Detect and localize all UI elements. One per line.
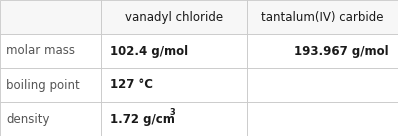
Bar — [247, 102, 398, 136]
Bar — [0, 68, 101, 102]
Bar — [0, 102, 101, 136]
Bar — [0, 0, 101, 34]
Text: boiling point: boiling point — [6, 78, 80, 92]
Bar — [101, 102, 247, 136]
Bar — [101, 34, 247, 68]
Text: 193.967 g/mol: 193.967 g/mol — [294, 44, 389, 58]
Text: tantalum(IV) carbide: tantalum(IV) carbide — [261, 10, 384, 24]
Text: molar mass: molar mass — [6, 44, 75, 58]
Bar — [101, 68, 247, 102]
Text: density: density — [6, 112, 50, 126]
Text: 102.4 g/mol: 102.4 g/mol — [110, 44, 188, 58]
Text: 3: 3 — [169, 108, 175, 117]
Text: 1.72 g/cm: 1.72 g/cm — [110, 112, 175, 126]
Bar — [101, 0, 247, 34]
Bar — [247, 34, 398, 68]
Bar — [247, 0, 398, 34]
Bar — [0, 34, 101, 68]
Text: vanadyl chloride: vanadyl chloride — [125, 10, 223, 24]
Text: 127 °C: 127 °C — [110, 78, 153, 92]
Bar — [247, 68, 398, 102]
